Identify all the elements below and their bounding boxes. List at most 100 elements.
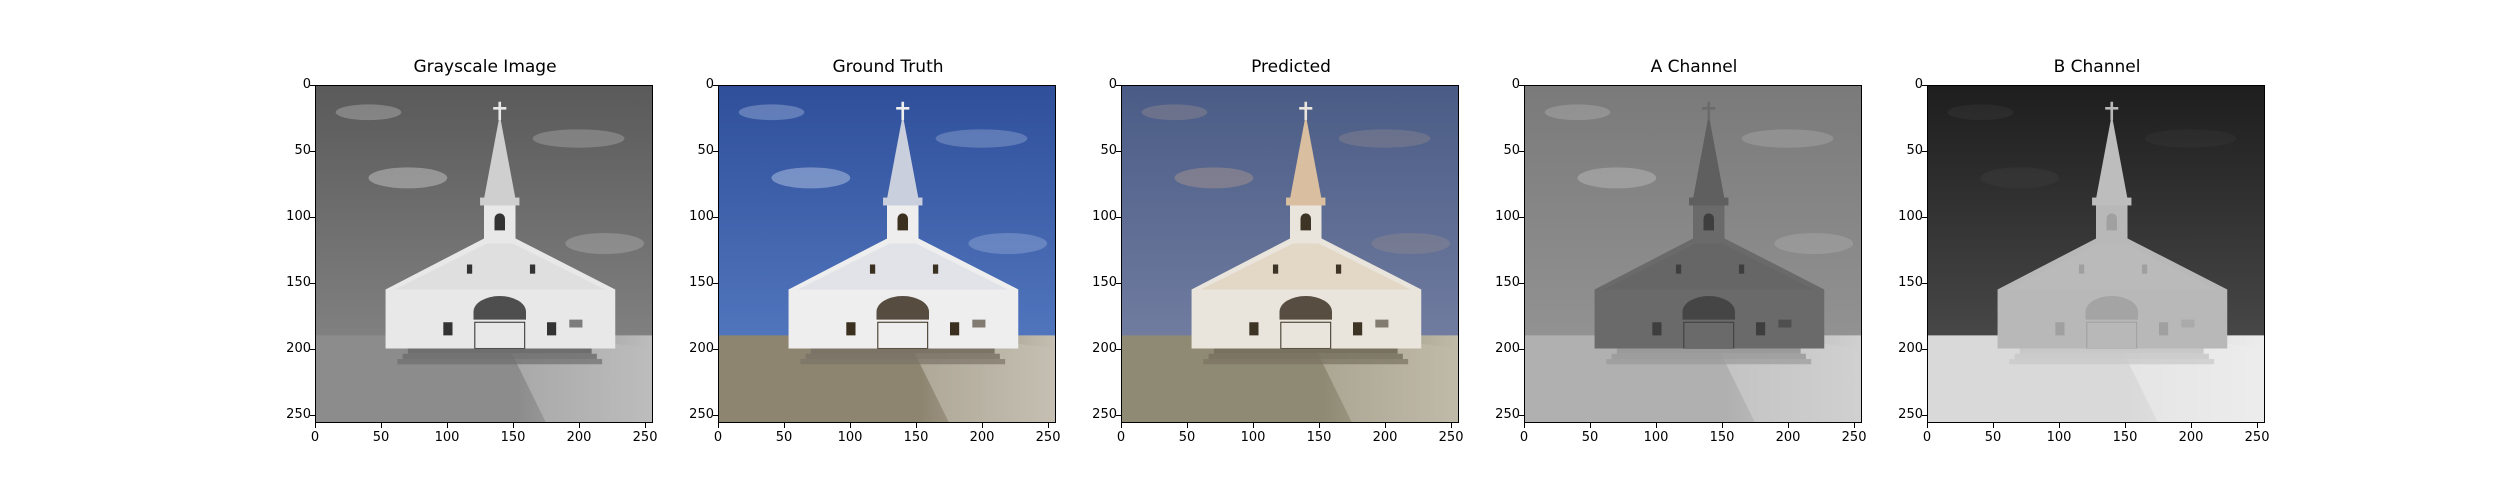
- x-tick-mark: [1385, 423, 1387, 428]
- x-tick-label: 50: [1178, 430, 1196, 445]
- y-tick-label: 50: [1503, 143, 1520, 159]
- x-tick-label: 50: [1581, 430, 1599, 445]
- y-tick-mark: [1922, 85, 1927, 86]
- x-tick-label: 250: [1841, 430, 1867, 445]
- y-tick-mark: [713, 151, 718, 153]
- x-tick-mark: [718, 423, 719, 428]
- x-tick-label: 250: [1438, 430, 1464, 445]
- panel-title: Grayscale Image: [413, 57, 557, 77]
- panel-title: Ground Truth: [832, 57, 944, 77]
- x-tick-label: 200: [969, 430, 995, 445]
- y-tick-label: 0: [1914, 77, 1923, 92]
- x-tick-label: 50: [1984, 430, 2002, 445]
- panel-title: A Channel: [1650, 57, 1738, 77]
- x-tick-mark: [381, 423, 383, 428]
- panel-image: [718, 85, 1056, 423]
- y-tick-mark: [1519, 85, 1524, 86]
- x-tick-label: 50: [372, 430, 390, 445]
- x-tick-mark: [1854, 423, 1856, 428]
- x-tick-mark: [850, 423, 852, 428]
- x-tick-mark: [1656, 423, 1658, 428]
- y-tick-mark: [1519, 283, 1524, 285]
- x-tick-mark: [2257, 423, 2259, 428]
- x-tick-mark: [1590, 423, 1592, 428]
- x-tick-label: 250: [632, 430, 658, 445]
- x-tick-label: 250: [2244, 430, 2270, 445]
- y-tick-label: 250: [689, 407, 714, 423]
- y-tick-mark: [1922, 283, 1927, 285]
- y-tick-mark: [1922, 217, 1927, 219]
- y-tick-mark: [1519, 415, 1524, 417]
- y-tick-mark: [1922, 151, 1927, 153]
- x-tick-mark: [2191, 423, 2193, 428]
- x-tick-mark: [1722, 423, 1724, 428]
- panel-image: [1121, 85, 1459, 423]
- x-tick-label: 0: [310, 430, 320, 445]
- x-tick-label: 100: [2046, 430, 2072, 445]
- y-tick-label: 0: [302, 77, 311, 92]
- y-tick-mark: [1922, 349, 1927, 351]
- x-tick-mark: [447, 423, 449, 428]
- y-tick-label: 150: [286, 275, 311, 291]
- image-panel-truth: Ground Truth: [688, 0, 1060, 500]
- x-tick-label: 150: [1306, 430, 1332, 445]
- panel-title: B Channel: [2053, 57, 2141, 77]
- y-tick-label: 150: [1092, 275, 1117, 291]
- x-tick-label: 100: [1240, 430, 1266, 445]
- x-tick-label: 200: [2178, 430, 2204, 445]
- x-tick-label: 50: [775, 430, 793, 445]
- x-tick-mark: [645, 423, 647, 428]
- y-tick-label: 100: [689, 209, 714, 225]
- x-tick-mark: [1524, 423, 1525, 428]
- x-tick-mark: [1048, 423, 1050, 428]
- y-tick-label: 200: [286, 341, 311, 357]
- image-panel-pred: Predicted: [1091, 0, 1463, 500]
- x-tick-label: 200: [1372, 430, 1398, 445]
- x-tick-mark: [916, 423, 918, 428]
- x-tick-label: 100: [1643, 430, 1669, 445]
- x-tick-label: 250: [1035, 430, 1061, 445]
- x-tick-mark: [1451, 423, 1453, 428]
- panel-title: Predicted: [1251, 57, 1331, 77]
- panel-image: [1927, 85, 2265, 423]
- y-tick-label: 0: [1108, 77, 1117, 92]
- x-tick-label: 150: [2112, 430, 2138, 445]
- y-tick-label: 100: [1092, 209, 1117, 225]
- y-tick-mark: [1116, 415, 1121, 417]
- y-tick-label: 50: [294, 143, 311, 159]
- y-tick-mark: [713, 85, 718, 86]
- y-tick-mark: [310, 283, 315, 285]
- y-tick-mark: [713, 217, 718, 219]
- y-tick-mark: [1922, 415, 1927, 417]
- image-panel-gray: Grayscale Image: [285, 0, 657, 500]
- x-tick-mark: [1187, 423, 1189, 428]
- y-tick-label: 100: [1495, 209, 1520, 225]
- x-tick-mark: [1993, 423, 1995, 428]
- y-tick-mark: [310, 151, 315, 153]
- x-tick-label: 200: [1775, 430, 1801, 445]
- y-tick-label: 250: [1898, 407, 1923, 423]
- x-tick-mark: [2125, 423, 2127, 428]
- x-tick-mark: [982, 423, 984, 428]
- x-tick-label: 0: [713, 430, 723, 445]
- y-tick-mark: [1116, 283, 1121, 285]
- y-tick-label: 50: [1906, 143, 1923, 159]
- y-tick-mark: [1116, 151, 1121, 153]
- panel-image: [315, 85, 653, 423]
- y-tick-mark: [1519, 151, 1524, 153]
- y-tick-label: 250: [286, 407, 311, 423]
- y-tick-label: 150: [1898, 275, 1923, 291]
- y-tick-label: 0: [1511, 77, 1520, 92]
- x-tick-mark: [1253, 423, 1255, 428]
- y-tick-mark: [310, 415, 315, 417]
- y-tick-label: 150: [1495, 275, 1520, 291]
- x-tick-mark: [1927, 423, 1928, 428]
- y-tick-mark: [310, 349, 315, 351]
- y-tick-label: 50: [1100, 143, 1117, 159]
- y-tick-mark: [1116, 85, 1121, 86]
- y-tick-label: 200: [1898, 341, 1923, 357]
- x-tick-label: 150: [1709, 430, 1735, 445]
- y-tick-label: 100: [286, 209, 311, 225]
- y-tick-label: 100: [1898, 209, 1923, 225]
- x-tick-mark: [579, 423, 581, 428]
